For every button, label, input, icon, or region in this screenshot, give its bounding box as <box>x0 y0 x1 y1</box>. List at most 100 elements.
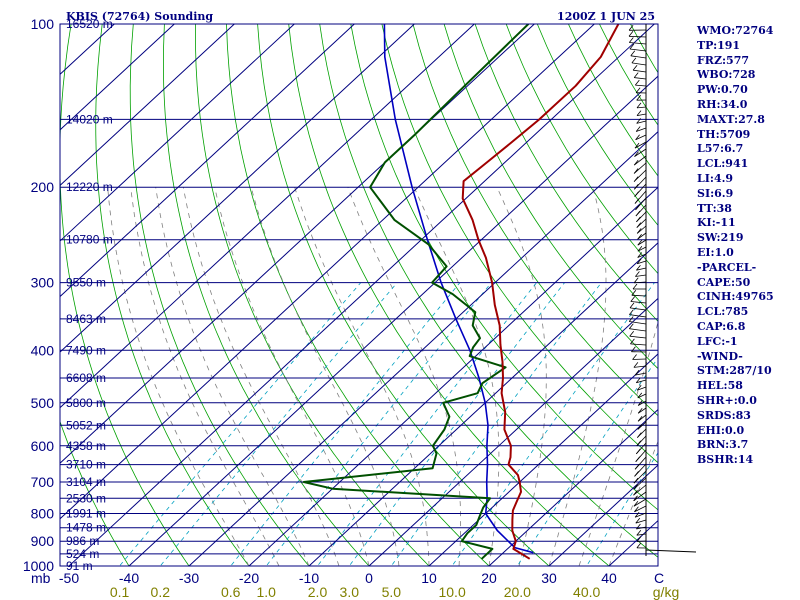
wind-barb-flag <box>633 72 639 78</box>
wind-barb-flag <box>635 377 641 383</box>
wind-barb <box>637 239 647 246</box>
wind-barb <box>637 260 647 265</box>
wind-barb <box>632 358 647 360</box>
isotherm-line <box>0 12 7 589</box>
height-label: 9550 m <box>66 276 106 290</box>
height-label: 5800 m <box>66 396 106 410</box>
mixing-ratio-label: 0.1 <box>110 584 130 600</box>
wind-barb-flag <box>632 283 638 290</box>
wind-barb <box>633 162 647 174</box>
wind-barb-flag <box>636 542 642 549</box>
dewpoint-trace <box>302 24 530 560</box>
temperature-tick-label: -50 <box>59 570 79 586</box>
index-line: EHI:0.0 <box>697 423 745 437</box>
height-label: 5052 m <box>66 418 106 432</box>
wind-barb-flag <box>637 424 643 430</box>
wind-barb <box>629 307 647 311</box>
mixing-ratio-label: 10.0 <box>438 584 465 600</box>
wind-barb-flag <box>634 142 640 149</box>
index-line: WMO:72764 <box>697 24 774 37</box>
dry-adiabat-line <box>786 24 800 578</box>
wind-barb <box>633 69 647 73</box>
height-label: 3104 m <box>66 475 106 489</box>
height-label: 524 m <box>66 547 99 561</box>
height-label: 6608 m <box>66 371 106 385</box>
mixing-ratio-line <box>348 282 565 566</box>
mixing-ratio-line <box>118 282 362 566</box>
wind-barb <box>635 134 647 141</box>
wind-barb <box>637 407 647 414</box>
wind-barb <box>635 274 647 277</box>
wind-barb-flag <box>636 94 642 101</box>
isotherm-line <box>60 24 356 298</box>
wind-barb <box>630 343 647 346</box>
mixing-ratio-label: 20.0 <box>504 584 531 600</box>
index-line: BSHR:14 <box>697 453 754 467</box>
index-line: STM:287/10 <box>697 364 772 378</box>
wind-barb-flag <box>636 385 642 391</box>
index-line: LFC:-1 <box>697 334 738 348</box>
temperature-trace <box>461 24 620 560</box>
index-line: WBO:728 <box>697 68 756 82</box>
wind-barb <box>638 400 647 406</box>
index-line: CAP:6.8 <box>697 319 746 333</box>
wind-barb-flag <box>628 323 634 329</box>
wind-barb-flag <box>630 296 636 302</box>
wind-barb <box>637 386 647 391</box>
isotherm-line <box>60 24 236 187</box>
dry-adiabat-line <box>129 24 310 566</box>
isotherm-line <box>248 186 658 566</box>
isotherm-line <box>60 24 596 520</box>
wind-barb <box>636 267 647 271</box>
moist-adiabat-line <box>294 187 430 566</box>
wind-barb-flag <box>630 338 635 345</box>
wind-barbs <box>628 24 697 556</box>
wind-barb-flag <box>635 134 640 140</box>
dry-adiabat-line <box>162 24 370 566</box>
dry-adiabat-line <box>60 24 190 566</box>
dry-adiabat-line <box>194 24 430 566</box>
index-line: PW:0.70 <box>697 83 748 97</box>
mixing-ratio-label: 5.0 <box>382 584 402 600</box>
dry-adiabat-line <box>505 24 658 275</box>
wind-barb-flag <box>636 258 642 265</box>
wind-barb <box>636 106 647 109</box>
wind-barb <box>629 42 647 45</box>
isotherm-line <box>60 24 536 464</box>
moist-adiabat-line <box>155 187 310 566</box>
temperature-tick-label: 30 <box>541 570 557 586</box>
wind-barb-flag <box>634 79 640 86</box>
wind-barb-flag <box>634 191 639 197</box>
wind-barb-flag <box>634 471 639 477</box>
wind-barb-flag <box>634 151 639 157</box>
wind-barb-flag <box>628 31 634 37</box>
isotherm-line <box>68 24 656 566</box>
wind-barb <box>636 113 647 116</box>
mixing-ratio-label: 2.0 <box>308 584 328 600</box>
index-line: SRDS:83 <box>697 408 751 422</box>
wind-barb-flag <box>634 512 640 518</box>
wind-barb-flag <box>637 233 642 240</box>
wind-barb-flag <box>628 316 634 322</box>
temperature-tick-label: -40 <box>119 570 139 586</box>
wind-barb <box>637 246 647 252</box>
index-line: RH:34.0 <box>697 97 748 111</box>
wind-barb-flag <box>636 264 641 271</box>
index-line: CINH:49765 <box>697 290 774 304</box>
wind-barb <box>633 365 647 368</box>
dry-adiabat-line <box>443 24 658 370</box>
wind-barb-flag <box>637 392 643 399</box>
index-line: FRZ:577 <box>697 53 750 67</box>
temperature-tick-label: 20 <box>481 570 497 586</box>
wind-barb-flag <box>632 354 637 360</box>
index-line: LCL:941 <box>697 157 749 171</box>
wind-barb-flag <box>636 110 642 116</box>
isotherm-line <box>60 24 416 353</box>
wind-barb <box>634 77 647 80</box>
wind-barb <box>634 512 647 518</box>
index-line: MAXT:27.8 <box>697 112 765 126</box>
wind-barb <box>628 35 647 38</box>
height-label: 10780 m <box>66 233 113 247</box>
wind-barb <box>637 393 647 399</box>
